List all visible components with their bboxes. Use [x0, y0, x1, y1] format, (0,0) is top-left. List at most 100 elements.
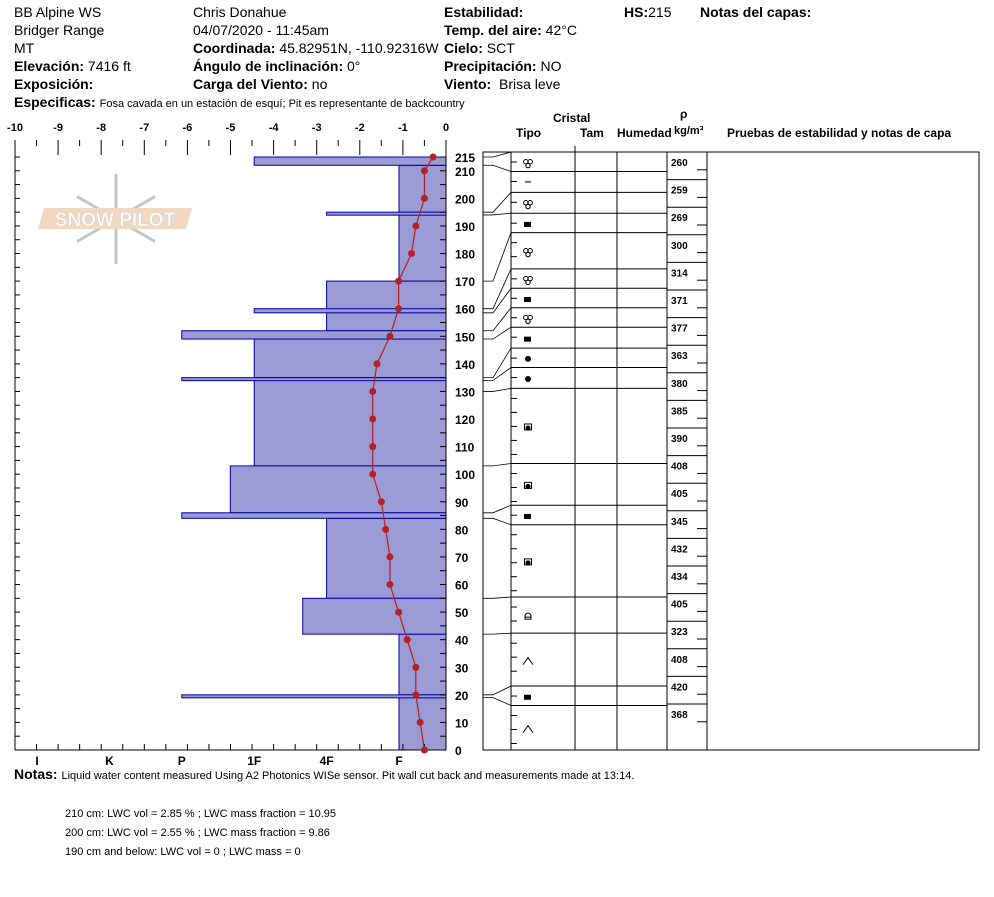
layer-connector	[483, 697, 512, 706]
depth-tick-label: 60	[455, 579, 469, 593]
wind-label: Viento:	[444, 76, 492, 92]
logo-banner	[38, 208, 192, 229]
specifics-label: Especificas:	[14, 94, 96, 110]
stability-label: Estabilidad:	[444, 4, 524, 20]
density-value: 434	[671, 572, 688, 583]
depth-tick-label: 40	[455, 634, 469, 648]
hardness-tick-label: 4F	[320, 754, 334, 768]
layer-connector	[483, 685, 512, 696]
depth-tick-label: 80	[455, 523, 469, 537]
temp-tick-label: -8	[96, 122, 106, 134]
depth-tick-label: 30	[455, 661, 469, 675]
wind-load-value: no	[311, 76, 328, 92]
square	[524, 513, 531, 519]
lobe	[527, 275, 533, 282]
density-value: 408	[671, 462, 688, 473]
depth-tick-label: 0	[455, 744, 462, 758]
crystal-table-frame	[482, 151, 980, 751]
location-name: BB Alpine WS	[14, 4, 102, 20]
lobe	[525, 162, 531, 169]
layer-connector	[483, 463, 512, 467]
density-value: 371	[671, 296, 688, 307]
density-value: 405	[671, 489, 688, 500]
range-name: Bridger Range	[14, 22, 105, 38]
lobe	[527, 248, 533, 254]
depth-tick-label: 190	[455, 220, 475, 234]
air-temp-label: Temp. del aire:	[444, 22, 542, 38]
depth-tick-label: 215	[455, 151, 475, 165]
layer-connector	[483, 632, 512, 635]
sky-label: Cielo:	[444, 40, 483, 56]
size-header: Tam	[580, 126, 604, 140]
hardness-bar	[253, 379, 447, 467]
grain-facet-icon	[524, 513, 531, 519]
coordinates: Coordinada: 45.82951N, -110.92316W	[193, 40, 439, 56]
hardness-bar	[326, 211, 447, 216]
depth-tick-label: 70	[455, 551, 469, 565]
depth-tick-label: 110	[455, 441, 475, 455]
grain-mf-icon	[523, 248, 533, 258]
datetime: 04/07/2020 - 11:45am	[193, 22, 329, 38]
layer-connector	[483, 517, 512, 526]
temp-tick-label: -9	[53, 122, 63, 134]
density-value: 368	[671, 710, 688, 721]
grain-round-icon	[525, 375, 531, 382]
temperature-point	[412, 691, 420, 699]
lobe	[527, 200, 533, 206]
layer-connector	[483, 388, 512, 392]
density-value: 259	[671, 186, 688, 197]
density-value: 269	[671, 213, 688, 224]
grain-facet-icon	[524, 221, 531, 227]
elevation-label: Elevación:	[14, 58, 85, 74]
depth-tick-label: 120	[455, 413, 475, 427]
coord-value: 45.82951N, -110.92316W	[279, 40, 439, 56]
temp-tick-label: -2	[355, 122, 365, 134]
density-value: 408	[671, 655, 688, 666]
layer-connector	[483, 164, 512, 172]
grain-depth-hoar-icon	[522, 656, 534, 665]
square	[524, 297, 531, 303]
lobe	[525, 318, 531, 324]
precip-label: Precipitación:	[444, 58, 537, 74]
sky-value: SCT	[486, 40, 515, 56]
density-value: 420	[671, 682, 688, 693]
crystal-header: Cristal	[553, 111, 591, 125]
hardness-bar	[398, 633, 447, 696]
temperature-point	[429, 153, 437, 161]
lobe	[527, 159, 533, 165]
depth-tick-label: 90	[455, 496, 469, 510]
density-value: 432	[671, 544, 688, 555]
notes-label: Notas:	[14, 766, 58, 782]
temp-tick-label: -5	[226, 122, 236, 134]
density-value: 300	[671, 241, 688, 252]
hardness-bar	[253, 308, 447, 314]
temperature-point	[395, 277, 403, 285]
temp-tick-label: -3	[312, 122, 322, 134]
dot	[525, 375, 531, 382]
temperature-point	[369, 470, 377, 478]
density-value: 314	[671, 268, 688, 279]
wind-value: Brisa leve	[498, 76, 561, 92]
temperature-point	[420, 194, 428, 202]
air-temp: Temp. del aire: 42°C	[444, 22, 577, 38]
hardness-bar	[229, 465, 447, 514]
slope-label: Ángulo de inclinación:	[193, 58, 344, 74]
notes: Notas: Liquid water content measured Usi…	[14, 766, 634, 784]
wind-load-label: Carga del Viento:	[193, 76, 308, 92]
density-unit-header: kg/m³	[674, 125, 704, 137]
layer-connector	[483, 151, 512, 158]
density-value: 377	[671, 324, 688, 335]
hardness-bar	[398, 214, 447, 282]
sky: Cielo: SCT	[444, 40, 515, 56]
hardness-bar	[181, 512, 447, 519]
hardness-tick-label: 1F	[247, 754, 261, 768]
moisture-header: Humedad	[617, 126, 672, 140]
density-value: 363	[671, 351, 688, 362]
state: MT	[14, 40, 35, 56]
lobe	[525, 203, 531, 210]
layer-connector	[483, 268, 512, 310]
density-value: 380	[671, 379, 688, 390]
precip-value: NO	[540, 58, 562, 74]
wind-load: Carga del Viento: no	[193, 76, 327, 92]
